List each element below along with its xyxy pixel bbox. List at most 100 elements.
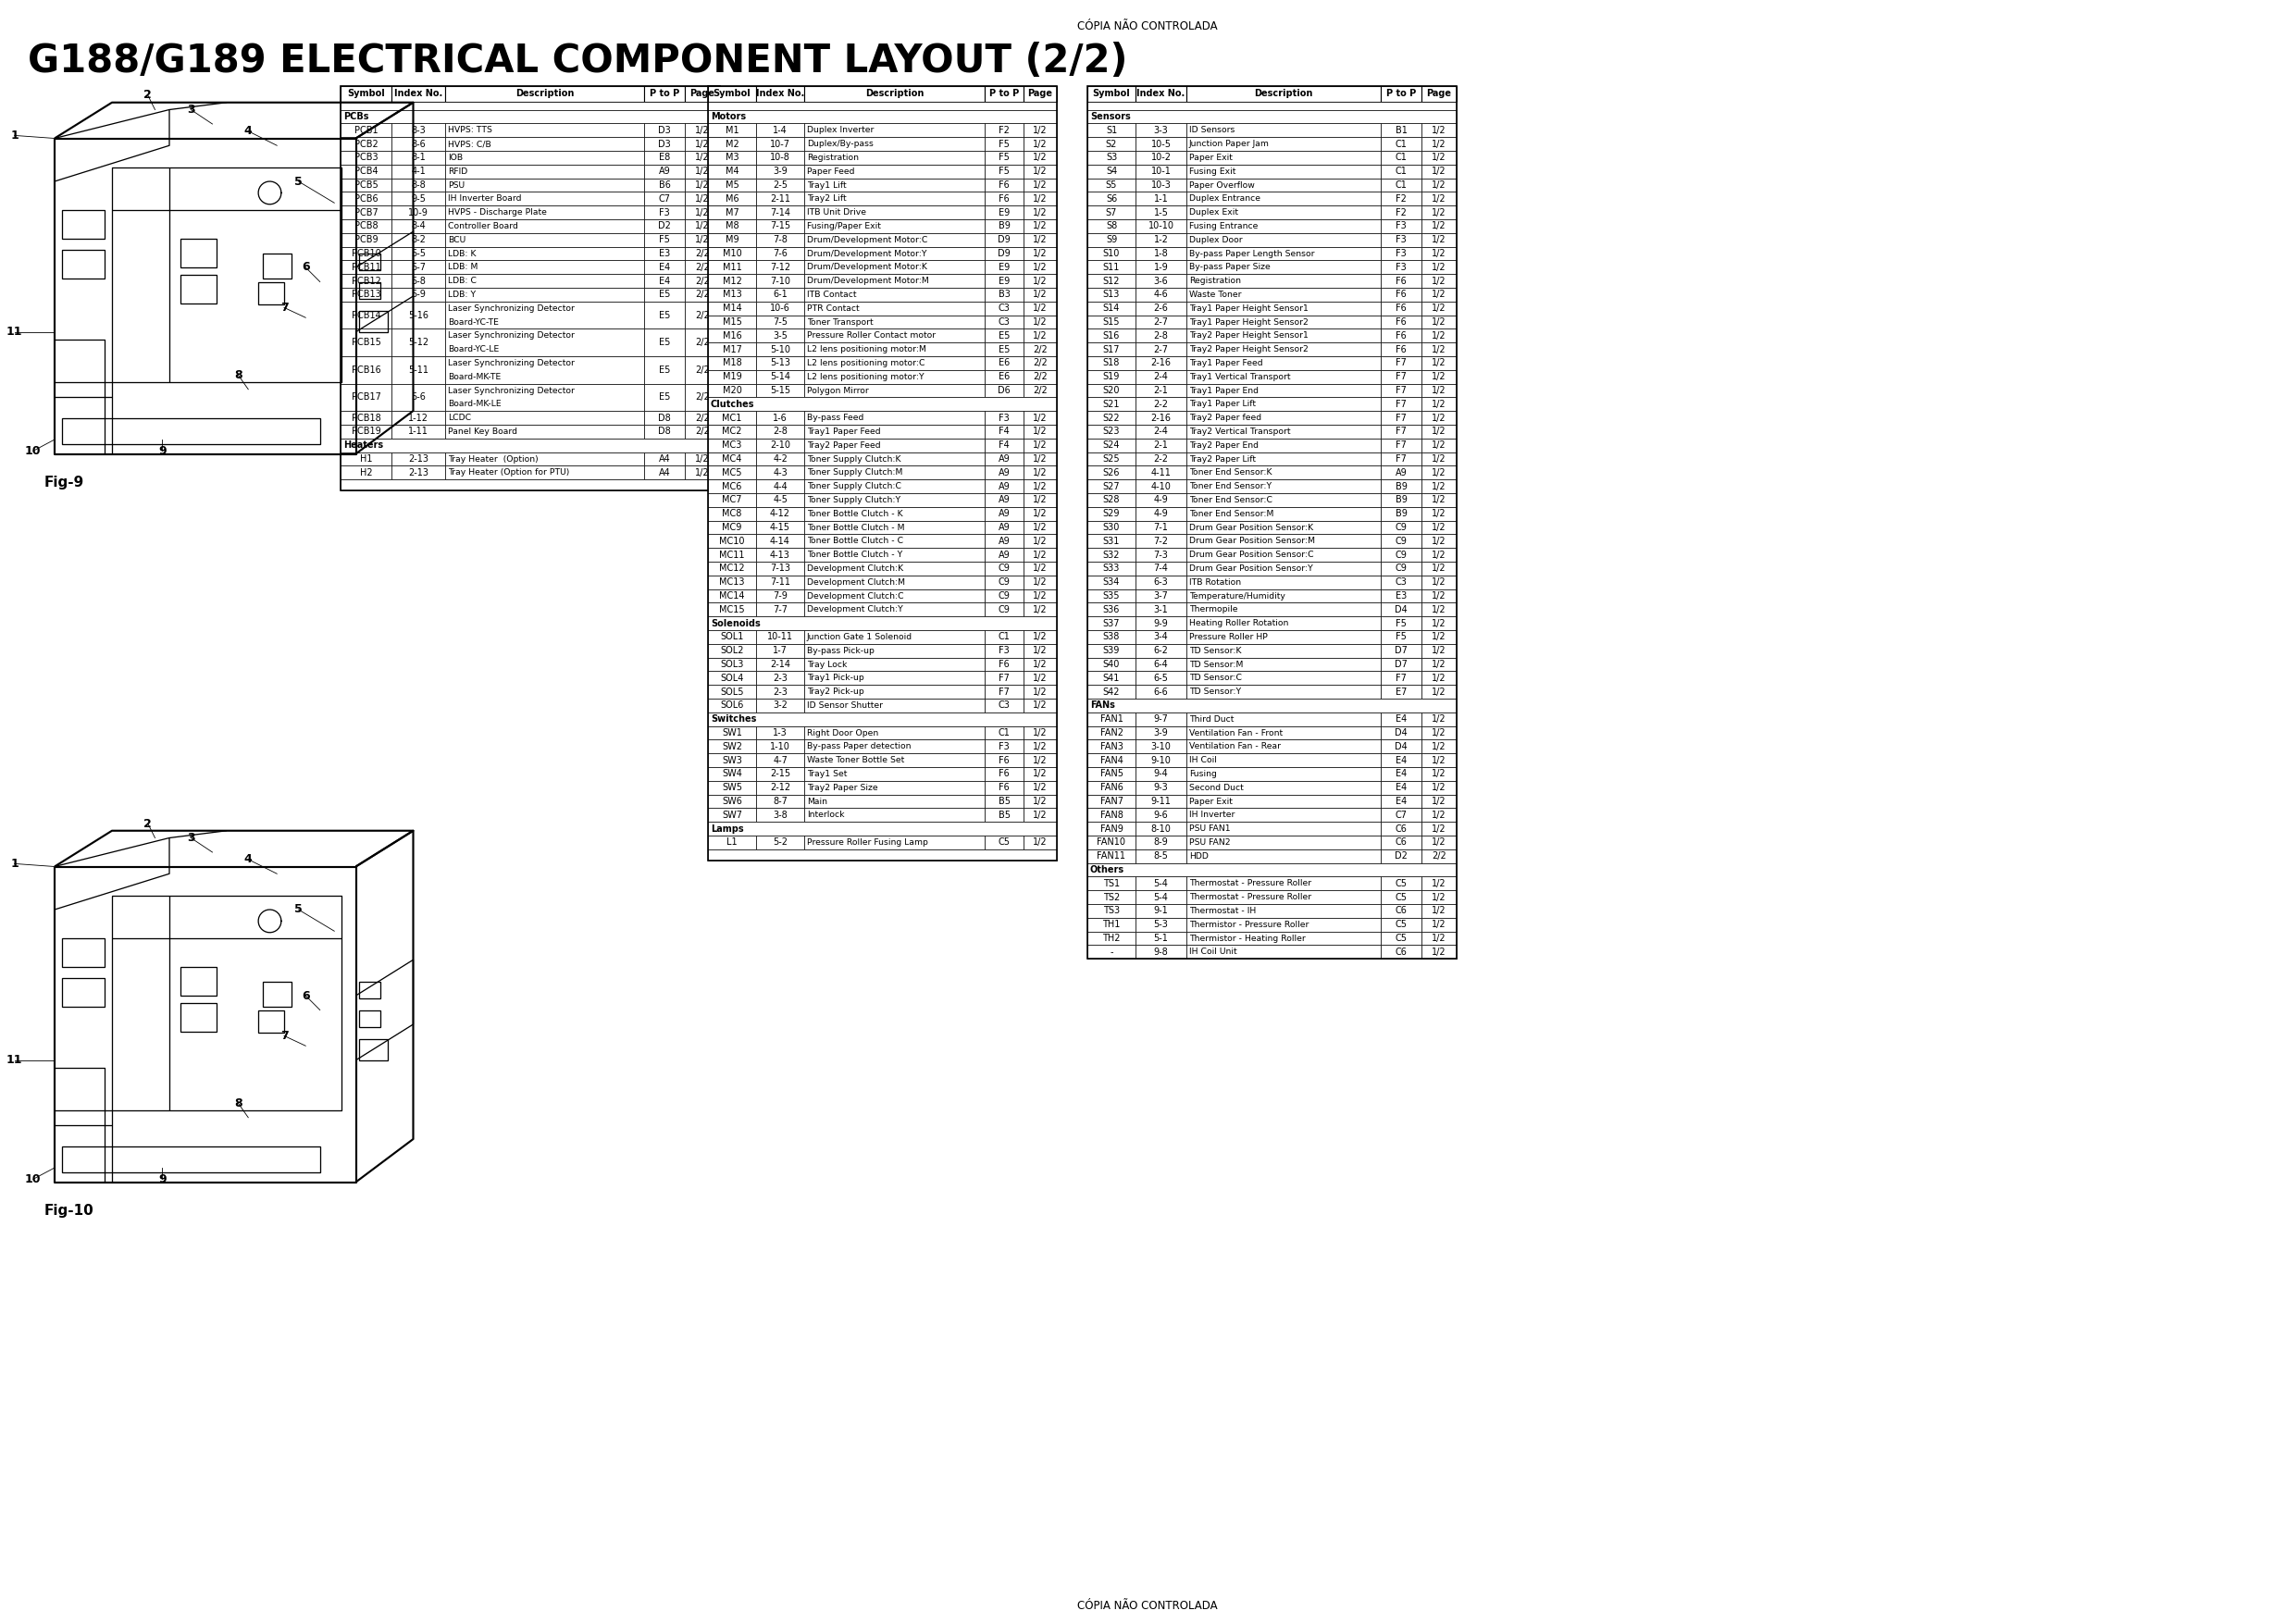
Text: 7-6: 7-6	[774, 248, 788, 258]
Bar	[985, 123, 1024, 138]
Text: PCB13: PCB13	[351, 291, 381, 299]
Text: PCB8: PCB8	[354, 222, 379, 230]
Text: 6-4: 6-4	[1153, 661, 1169, 669]
Text: 10-10: 10-10	[1148, 222, 1173, 230]
Text: F7: F7	[1396, 372, 1407, 381]
Text: PCB2: PCB2	[354, 140, 379, 149]
Bar	[985, 274, 1024, 287]
Text: E9: E9	[999, 263, 1010, 273]
Bar	[1380, 945, 1421, 959]
Bar	[445, 260, 645, 274]
Text: Others: Others	[1091, 865, 1125, 875]
Bar	[1421, 712, 1456, 725]
Bar	[707, 768, 755, 781]
Text: 1/2: 1/2	[1433, 399, 1446, 409]
Text: E5: E5	[999, 344, 1010, 354]
Bar	[804, 206, 985, 219]
Bar	[985, 725, 1024, 740]
Text: 2/2: 2/2	[696, 393, 709, 403]
Text: E4: E4	[659, 263, 670, 273]
Text: Index No.: Index No.	[1137, 89, 1185, 99]
Text: 1/2: 1/2	[1033, 441, 1047, 450]
Text: PSU: PSU	[448, 182, 464, 190]
Text: F4: F4	[999, 427, 1010, 437]
Text: Drum/Development Motor:Y: Drum/Development Motor:Y	[806, 250, 928, 258]
Bar	[1024, 630, 1056, 644]
Text: 7-10: 7-10	[769, 276, 790, 286]
Text: IH Inverter Board: IH Inverter Board	[448, 195, 521, 203]
Bar	[1137, 302, 1187, 315]
Text: LDB: Y: LDB: Y	[448, 291, 475, 299]
Text: 1/2: 1/2	[1033, 591, 1047, 601]
Text: 1/2: 1/2	[1433, 441, 1446, 450]
Bar	[985, 781, 1024, 795]
Text: C9: C9	[999, 563, 1010, 573]
Bar	[1421, 357, 1456, 370]
Text: TH2: TH2	[1102, 933, 1120, 943]
Bar	[390, 86, 445, 102]
Bar	[985, 219, 1024, 234]
Text: M10: M10	[723, 248, 742, 258]
Bar	[1421, 383, 1456, 398]
Bar	[1088, 493, 1137, 506]
Bar	[985, 86, 1024, 102]
Bar	[985, 466, 1024, 479]
Text: 2/2: 2/2	[696, 414, 709, 422]
Bar	[1137, 725, 1187, 740]
Bar	[1380, 302, 1421, 315]
Bar	[1380, 725, 1421, 740]
Bar	[1421, 219, 1456, 234]
Bar	[804, 630, 985, 644]
Text: 1-9: 1-9	[1153, 263, 1169, 273]
Bar	[755, 562, 804, 576]
Bar	[684, 219, 721, 234]
Bar	[1187, 260, 1380, 274]
Bar	[707, 740, 755, 753]
Text: F6: F6	[1396, 304, 1407, 313]
Text: TS2: TS2	[1102, 893, 1120, 902]
Text: 1/2: 1/2	[1433, 837, 1446, 847]
Text: Description: Description	[866, 89, 923, 99]
Text: Paper Overflow: Paper Overflow	[1189, 182, 1256, 190]
Text: Tray Heater (Option for PTU): Tray Heater (Option for PTU)	[448, 469, 569, 477]
Bar	[755, 192, 804, 206]
Text: 1/2: 1/2	[1033, 140, 1047, 149]
Bar	[707, 370, 755, 383]
Text: C5: C5	[1396, 933, 1407, 943]
Bar	[1421, 945, 1456, 959]
Bar	[358, 1010, 381, 1027]
Bar	[1421, 260, 1456, 274]
Bar	[755, 138, 804, 151]
Text: C1: C1	[1396, 167, 1407, 175]
Bar	[340, 287, 390, 302]
Bar	[985, 753, 1024, 768]
Bar	[755, 602, 804, 617]
Bar	[707, 493, 755, 506]
Text: Tray2 Pick-up: Tray2 Pick-up	[806, 688, 863, 696]
Text: 1/2: 1/2	[1033, 304, 1047, 313]
Text: 5-3: 5-3	[1153, 920, 1169, 930]
Text: SW6: SW6	[721, 797, 742, 807]
Text: 6: 6	[301, 990, 310, 1001]
Bar	[804, 521, 985, 534]
Bar	[1137, 534, 1187, 549]
Text: B1: B1	[1396, 125, 1407, 135]
Text: Thermistor - Pressure Roller: Thermistor - Pressure Roller	[1189, 920, 1309, 928]
Text: 7-1: 7-1	[1153, 523, 1169, 532]
Bar	[707, 179, 755, 192]
Text: Development Clutch:K: Development Clutch:K	[806, 565, 902, 573]
Text: 1/2: 1/2	[1433, 810, 1446, 820]
Bar	[707, 342, 755, 357]
Bar	[1088, 138, 1137, 151]
Bar	[755, 123, 804, 138]
Text: FAN1: FAN1	[1100, 714, 1123, 724]
Bar	[985, 357, 1024, 370]
Text: 1/2: 1/2	[1433, 263, 1446, 273]
Text: S3: S3	[1107, 153, 1118, 162]
Text: M5: M5	[726, 180, 739, 190]
Bar	[1137, 753, 1187, 768]
Bar	[1421, 370, 1456, 383]
Bar	[1421, 644, 1456, 657]
Text: MC8: MC8	[723, 510, 742, 518]
Text: 1/2: 1/2	[1433, 359, 1446, 368]
